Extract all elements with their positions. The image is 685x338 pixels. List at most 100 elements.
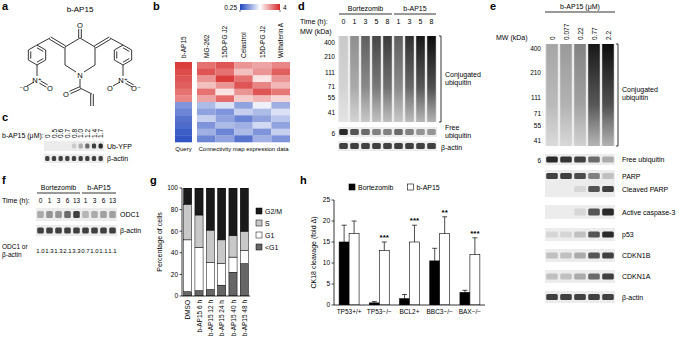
- heatmap-cell: [234, 129, 253, 136]
- structure-title: b-AP15: [67, 5, 94, 14]
- ratio-value: 3.3: [72, 248, 81, 254]
- y-tick: [332, 200, 335, 201]
- blot-band: [99, 144, 103, 149]
- legend-swatch: [407, 184, 413, 190]
- blot-membrane: [545, 228, 615, 241]
- blot-smear: [361, 36, 370, 122]
- blot-band: [383, 143, 392, 149]
- error-line: [444, 217, 445, 234]
- atom-label: O: [47, 84, 53, 93]
- heatmap-cell: [197, 135, 216, 142]
- blot-band: [588, 232, 600, 238]
- x-tick-label: BBC3−/−: [427, 308, 454, 315]
- ratio-label: ODC1 orβ-actin: [2, 243, 28, 259]
- bond: [28, 60, 37, 65]
- lane-label: 2.2: [605, 31, 612, 40]
- heatmap-cell: [253, 95, 272, 102]
- blot-smear: [602, 44, 614, 146]
- lane-label: 0: [39, 197, 43, 204]
- y-tick: [332, 263, 335, 264]
- y-axis: [182, 188, 183, 296]
- lane-label: 0: [549, 36, 556, 40]
- y-tick-label: 80: [171, 206, 179, 213]
- bond: [28, 45, 37, 50]
- heatmap-cell: [216, 115, 235, 122]
- blot-band: [99, 156, 103, 161]
- heatmap-cell: [253, 129, 272, 136]
- lane-label: 0.22: [577, 27, 584, 40]
- lane-label: 1: [84, 197, 88, 204]
- blot-band: [339, 143, 348, 149]
- blot-band: [52, 156, 56, 161]
- mw-label: 71: [534, 110, 542, 117]
- legend-label: G2/M: [265, 208, 282, 215]
- error-cap: [402, 294, 407, 295]
- mw-label: 55: [328, 94, 336, 101]
- blot-band: [602, 253, 614, 259]
- heatmap-cell: [234, 115, 253, 122]
- error-cap: [352, 221, 357, 222]
- mw-label: 41: [534, 137, 542, 144]
- bond: [94, 37, 109, 46]
- error-line: [474, 238, 475, 255]
- blot-band: [64, 211, 71, 218]
- bar-chart: 0510152025TP53+/+TP53−/−BCL2+BBC3−/−BAX−…: [310, 184, 485, 316]
- blot-membrane: [545, 249, 615, 262]
- bar-segment: [240, 264, 248, 296]
- lane-label: 0.077: [563, 23, 570, 40]
- group-line: [339, 14, 392, 15]
- blot-smear: [574, 44, 586, 146]
- heatmap-cell: [197, 69, 216, 76]
- bond: [37, 59, 43, 63]
- legend-label: <G1: [265, 244, 279, 251]
- blot-band: [394, 129, 403, 135]
- blot-band: [574, 186, 586, 192]
- bond: [71, 89, 81, 94]
- blot-membrane: [545, 205, 615, 219]
- error-cap: [462, 290, 467, 291]
- y-tick: [180, 231, 183, 232]
- legend-swatch: [256, 220, 262, 226]
- row-label: CDKN1B: [622, 252, 651, 259]
- error-cap: [372, 301, 377, 302]
- error-line: [384, 242, 385, 250]
- y-tick-label: 15: [323, 238, 331, 245]
- error-bar: [472, 238, 477, 255]
- blot-band: [405, 143, 414, 149]
- atom-label: N⁺: [32, 76, 41, 85]
- blot-smear: [405, 36, 414, 122]
- bond: [114, 50, 115, 60]
- blot-band: [427, 129, 436, 135]
- bar: [379, 250, 389, 305]
- bar: [470, 255, 480, 305]
- blot-membrane: [545, 270, 615, 283]
- error-bar: [402, 295, 407, 299]
- bar-segment: [218, 240, 226, 264]
- atom-label: ⁻O: [19, 84, 29, 93]
- lane-label: 13: [73, 197, 81, 204]
- row-label: Free ubiquitin: [622, 156, 665, 164]
- row-label: Cleaved PARP: [622, 186, 669, 193]
- blot-band: [560, 274, 572, 280]
- bond: [123, 48, 129, 52]
- bond: [65, 47, 66, 65]
- heatmap-cell: [271, 135, 290, 142]
- heatmap-cell: [216, 62, 235, 69]
- y-tick-label: 100: [167, 184, 178, 191]
- bar-chart: 020406080100DMSOb-AP15 6 hb-AP15 12 hb-A…: [156, 184, 282, 336]
- lane-label: 1: [48, 197, 52, 204]
- heatmap-cell: [271, 69, 290, 76]
- bond: [81, 29, 82, 38]
- blot-smear: [339, 36, 348, 122]
- bond: [123, 60, 132, 65]
- blot-band: [574, 253, 586, 259]
- mw-label: 400: [530, 45, 541, 52]
- lane-label: 0.77: [591, 27, 598, 40]
- bond: [123, 45, 132, 50]
- heatmap-cell: [175, 135, 192, 142]
- heatmap-cell: [216, 135, 235, 142]
- label-line: β-actin: [2, 251, 22, 259]
- x-axis: [182, 296, 250, 297]
- panel-label: f: [2, 174, 6, 186]
- error-bar: [352, 221, 357, 234]
